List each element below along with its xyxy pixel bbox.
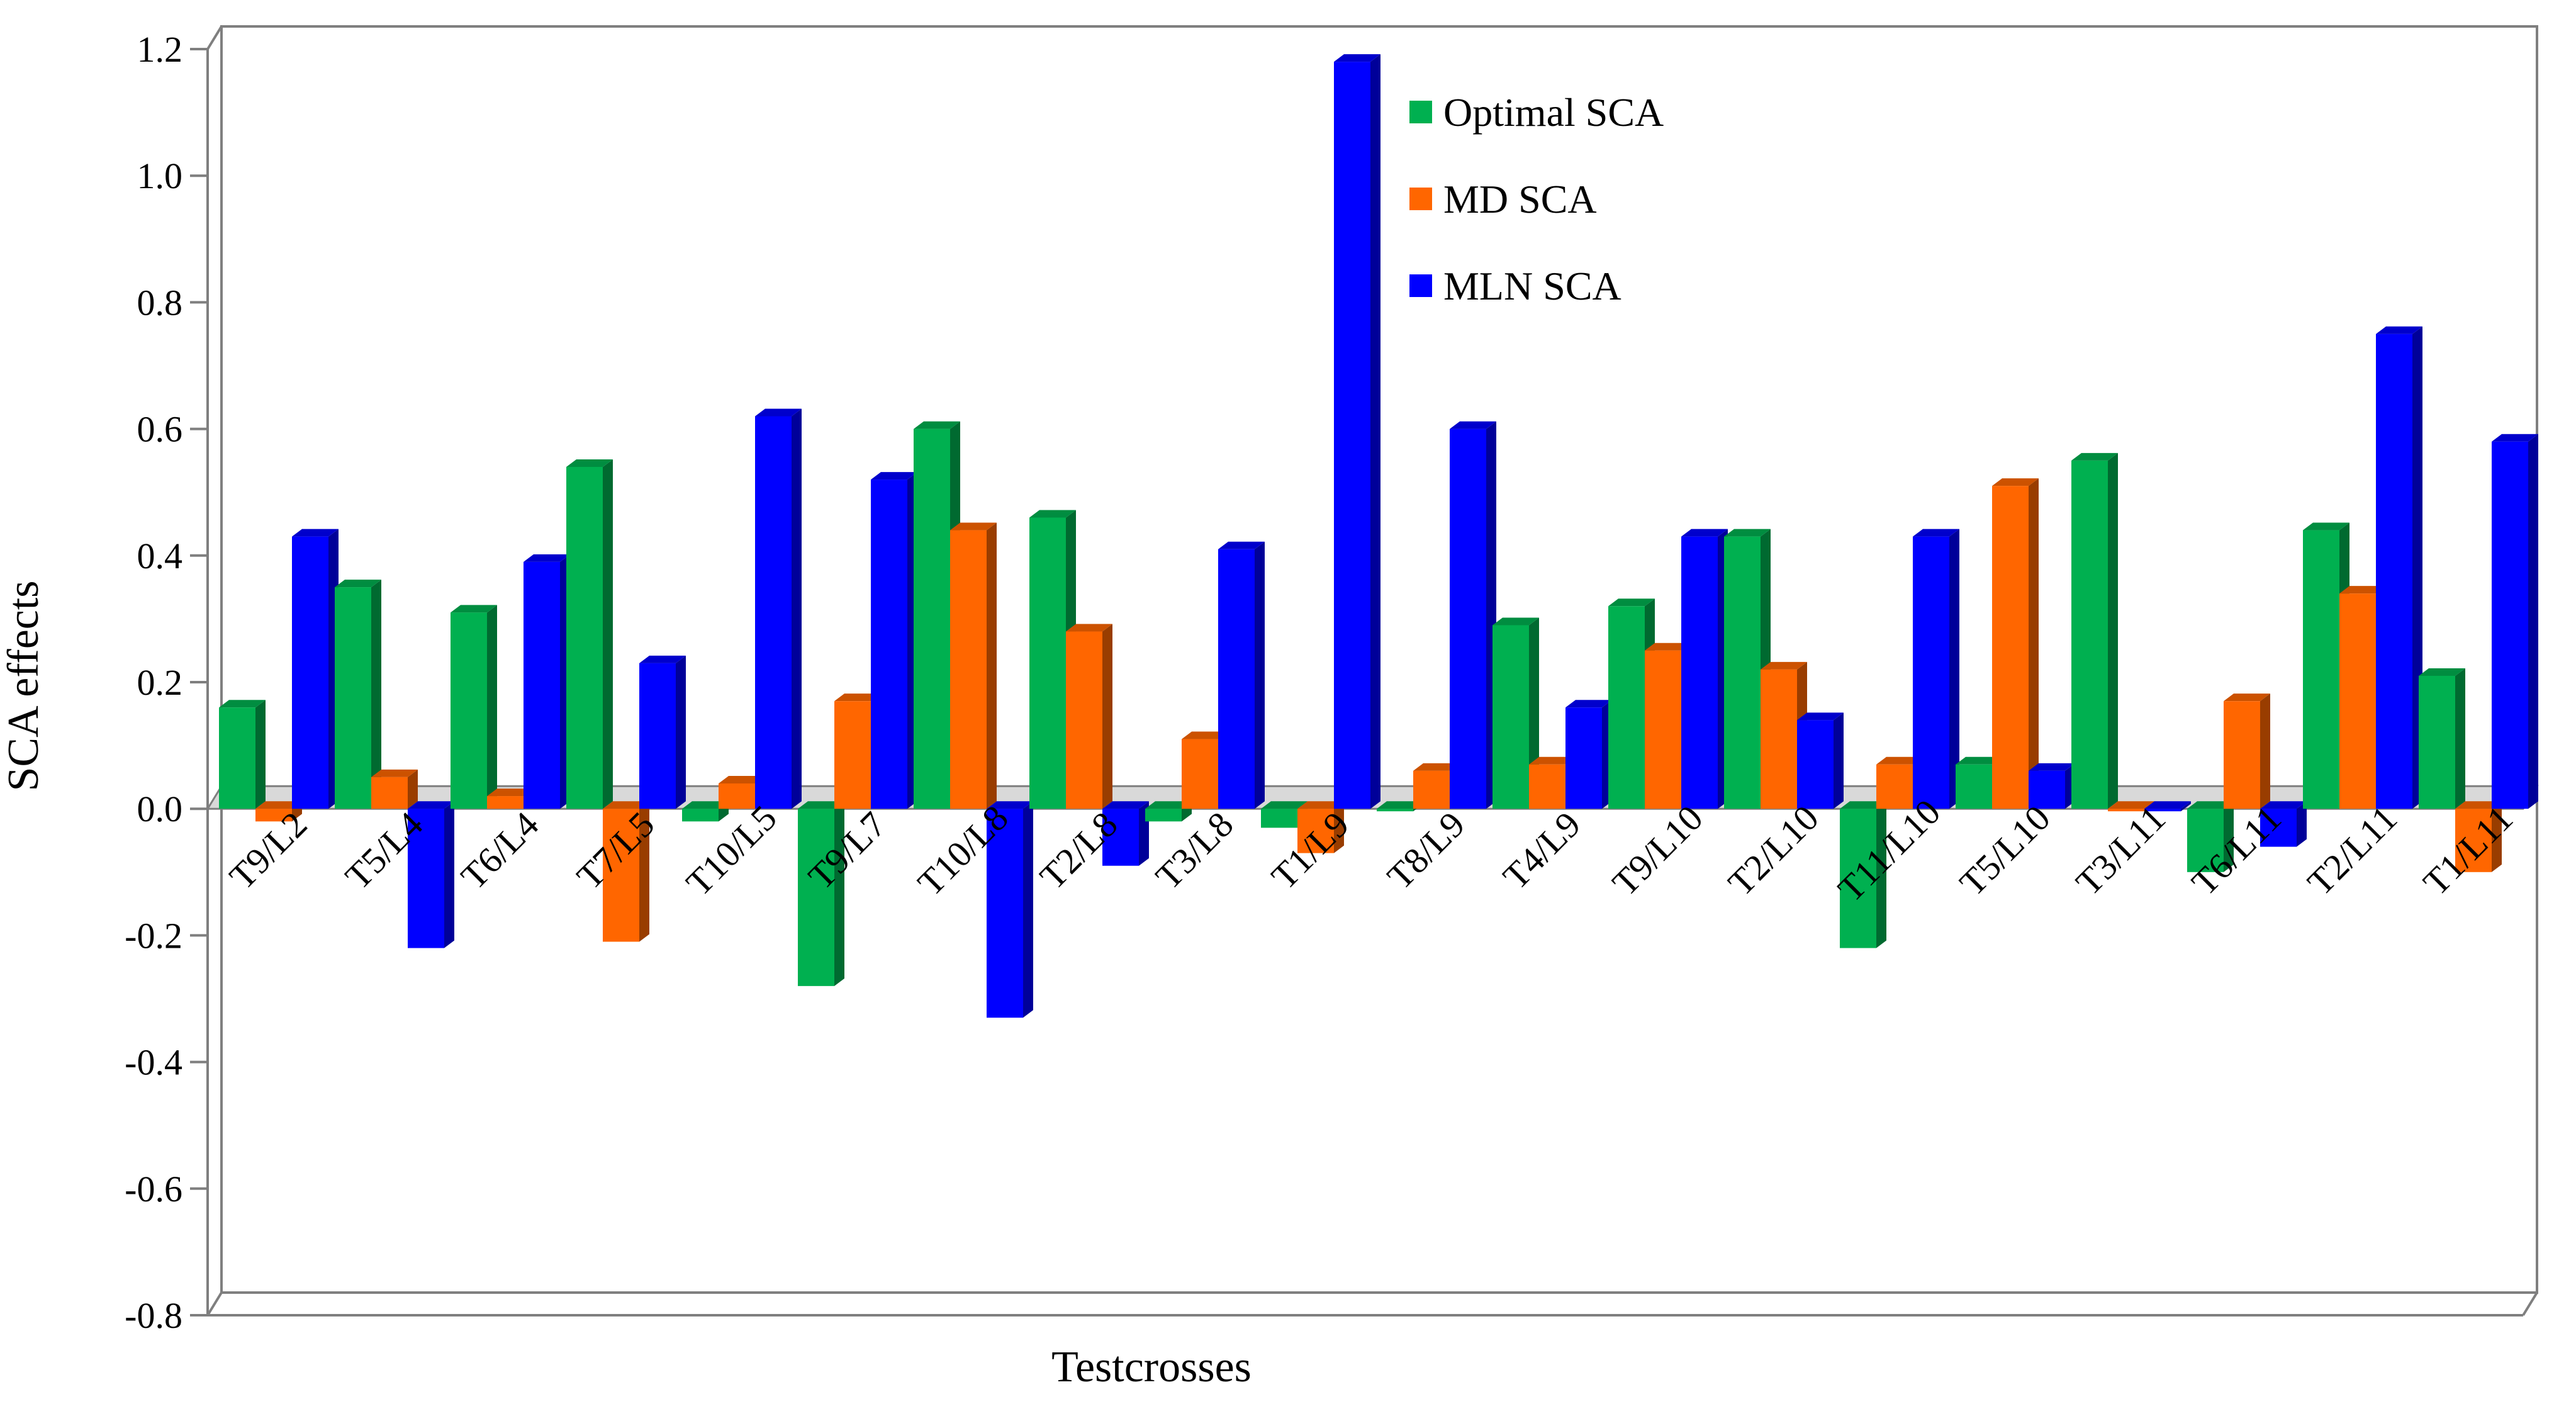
y-tick-label: 0.0 <box>137 789 183 829</box>
bar-optimal-sca-t6-l4 <box>451 605 497 809</box>
bar-optimal-sca-t5-l4 <box>335 580 381 809</box>
bar-mln-sca-t6-l4 <box>524 554 570 809</box>
category-label: T5/L10 <box>1952 797 2058 904</box>
bar-optimal-sca-t6-l11 <box>2187 801 2234 872</box>
bar-optimal-sca-t4-l9 <box>1492 617 1539 809</box>
bar-optimal-sca-t1-l11 <box>2419 668 2465 809</box>
bar-mln-sca-t5-l4 <box>408 801 454 948</box>
bar-mln-sca-t8-l9 <box>1450 421 1496 809</box>
bar-md-sca-t1-l11 <box>2455 801 2502 872</box>
bar-mln-sca-t3-l8 <box>1218 541 1265 809</box>
bars <box>219 54 2538 1018</box>
y-tick-label: 0.8 <box>137 282 183 323</box>
legend-swatch <box>1409 188 1432 210</box>
x-axis-title: Testcrosses <box>1051 1343 1252 1391</box>
y-axis-title: SCA effects <box>0 580 48 791</box>
bar-md-sca-t5-l10 <box>1992 478 2039 809</box>
category-label: T9/L10 <box>1604 797 1711 904</box>
bar-mln-sca-t7-l5 <box>639 655 686 809</box>
bar-md-sca-t6-l11 <box>2224 693 2270 809</box>
bar-mln-sca-t1-l11 <box>2492 434 2538 809</box>
bar-optimal-sca-t7-l5 <box>566 459 613 809</box>
bar-mln-sca-t4-l9 <box>1565 700 1612 809</box>
frame-corner-top <box>206 25 223 50</box>
bar-optimal-sca-t9-l2 <box>219 700 266 809</box>
bar-md-sca-t10-l8 <box>950 522 997 809</box>
bar-mln-sca-t2-l11 <box>2376 326 2422 809</box>
bar-mln-sca-t2-l10 <box>1797 712 1844 809</box>
bar-optimal-sca-t10-l5 <box>682 801 729 822</box>
category-label: T8/L9 <box>1379 804 1472 897</box>
y-tick-label: 0.4 <box>137 536 183 576</box>
bar-mln-sca-t10-l5 <box>755 408 802 809</box>
y-tick-label: 0.6 <box>137 409 183 450</box>
floor-right-edge <box>2522 1291 2538 1316</box>
bar-mln-sca-t9-l2 <box>292 529 339 809</box>
bar-mln-sca-t3-l11 <box>2144 801 2191 812</box>
bar-optimal-sca-t9-l7 <box>798 801 844 986</box>
category-label: T6/L4 <box>453 804 546 897</box>
bar-mln-sca-t1-l9 <box>1334 54 1380 809</box>
bar-md-sca-t1-l9 <box>1297 801 1344 853</box>
legend-swatch <box>1409 274 1432 297</box>
bar-mln-sca-t11-l10 <box>1913 529 1959 809</box>
y-tick-label: 1.2 <box>137 29 183 70</box>
y-tick-label: -0.6 <box>125 1169 182 1210</box>
axis-ticks: 1.2 1.0 0.8 0.6 0.4 0.2 0.0 -0.2 -0.4 -0.6 -0.8 <box>125 29 208 1336</box>
legend-swatch <box>1409 101 1432 123</box>
legend-label: Optimal SCA <box>1443 90 1664 135</box>
y-tick-label: -0.8 <box>125 1295 182 1336</box>
legend: Optimal SCA MD SCA MLN SCA <box>1409 90 1664 308</box>
bar-optimal-sca-t11-l10 <box>1840 801 1886 948</box>
bar-md-sca-t5-l4 <box>371 769 418 809</box>
category-label: T3/L11 <box>2068 798 2173 903</box>
bar-optimal-sca-t3-l11 <box>2071 452 2118 809</box>
bar-mln-sca-t5-l10 <box>2029 763 2075 809</box>
category-label: T2/L10 <box>1720 797 1827 904</box>
y-tick-label: -0.4 <box>125 1042 182 1083</box>
bar-mln-sca-t9-l10 <box>1681 529 1728 809</box>
bar-mln-sca-t10-l8 <box>987 801 1033 1018</box>
y-tick-label: 0.2 <box>137 662 183 703</box>
bar-optimal-sca-t3-l8 <box>1145 801 1192 822</box>
category-label: T4/L9 <box>1495 804 1588 897</box>
y-tick-label: -0.2 <box>125 915 182 956</box>
bar-mln-sca-t2-l8 <box>1102 801 1149 866</box>
bar-md-sca-t7-l5 <box>603 801 649 942</box>
bar-mln-sca-t9-l7 <box>871 472 917 809</box>
legend-label: MLN SCA <box>1443 264 1621 308</box>
bar-md-sca-t2-l8 <box>1066 624 1112 809</box>
bar-mln-sca-t6-l11 <box>2260 801 2307 847</box>
legend-label: MD SCA <box>1443 177 1597 222</box>
frame-corner-bottom <box>206 1291 223 1316</box>
category-label: T2/L11 <box>2299 798 2404 903</box>
y-tick-label: 1.0 <box>137 155 183 196</box>
